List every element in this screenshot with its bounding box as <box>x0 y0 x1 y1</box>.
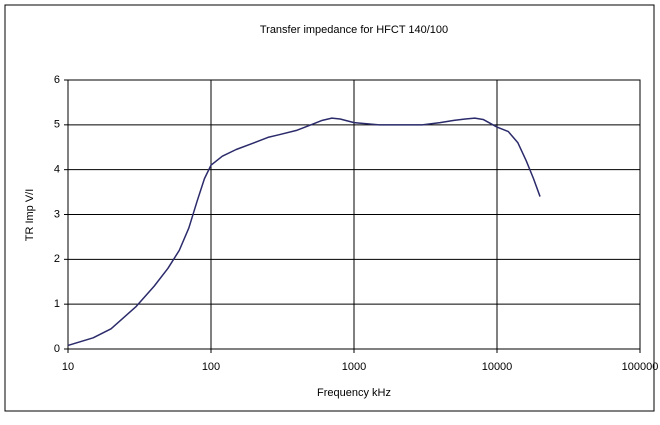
x-axis-label: Frequency kHz <box>317 387 391 399</box>
x-tick-label: 100 <box>202 361 220 373</box>
y-axis-label: TR Imp V/I <box>24 189 36 242</box>
chart-frame <box>4 4 655 412</box>
x-tick-label: 10 <box>62 361 74 373</box>
data-line <box>67 117 541 347</box>
y-tick-label: 3 <box>54 208 60 220</box>
plot-border <box>67 79 641 350</box>
x-tick-label: 10000 <box>482 361 513 373</box>
y-tick-label: 2 <box>54 253 60 265</box>
y-tick-label: 4 <box>54 164 60 176</box>
y-tick-label: 0 <box>54 343 60 355</box>
y-tick-label: 5 <box>54 119 60 131</box>
x-tick-label: 1000 <box>342 361 366 373</box>
y-tick-label: 1 <box>54 298 60 310</box>
y-tick-label: 6 <box>54 74 60 86</box>
x-tick-label: 100000 <box>622 361 659 373</box>
chart-title: Transfer impedance for HFCT 140/100 <box>260 24 448 36</box>
